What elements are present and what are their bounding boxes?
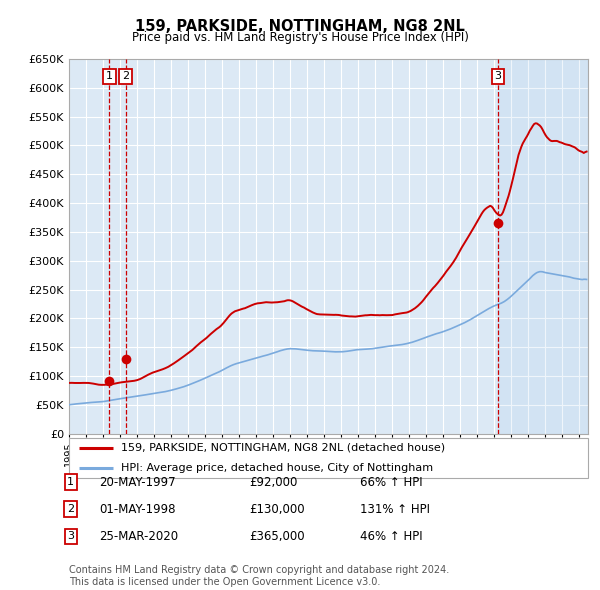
Text: 01-MAY-1998: 01-MAY-1998 xyxy=(99,503,176,516)
Text: 3: 3 xyxy=(494,71,502,81)
Text: 66% ↑ HPI: 66% ↑ HPI xyxy=(360,476,422,489)
Text: 1: 1 xyxy=(67,477,74,487)
Text: Contains HM Land Registry data © Crown copyright and database right 2024.
This d: Contains HM Land Registry data © Crown c… xyxy=(69,565,449,587)
Text: £92,000: £92,000 xyxy=(249,476,298,489)
Text: 159, PARKSIDE, NOTTINGHAM, NG8 2NL: 159, PARKSIDE, NOTTINGHAM, NG8 2NL xyxy=(135,19,465,34)
FancyBboxPatch shape xyxy=(69,438,588,478)
Text: Price paid vs. HM Land Registry's House Price Index (HPI): Price paid vs. HM Land Registry's House … xyxy=(131,31,469,44)
Text: 25-MAR-2020: 25-MAR-2020 xyxy=(99,530,178,543)
Text: 2: 2 xyxy=(67,504,74,514)
Text: 3: 3 xyxy=(67,532,74,541)
Text: 2: 2 xyxy=(122,71,129,81)
Bar xyxy=(498,59,588,434)
Text: HPI: Average price, detached house, City of Nottingham: HPI: Average price, detached house, City… xyxy=(121,463,433,473)
Text: £130,000: £130,000 xyxy=(249,503,305,516)
Text: 20-MAY-1997: 20-MAY-1997 xyxy=(99,476,176,489)
Text: 159, PARKSIDE, NOTTINGHAM, NG8 2NL (detached house): 159, PARKSIDE, NOTTINGHAM, NG8 2NL (deta… xyxy=(121,443,445,453)
Text: 131% ↑ HPI: 131% ↑ HPI xyxy=(360,503,430,516)
Text: 46% ↑ HPI: 46% ↑ HPI xyxy=(360,530,422,543)
Text: 1: 1 xyxy=(106,71,113,81)
Text: £365,000: £365,000 xyxy=(249,530,305,543)
